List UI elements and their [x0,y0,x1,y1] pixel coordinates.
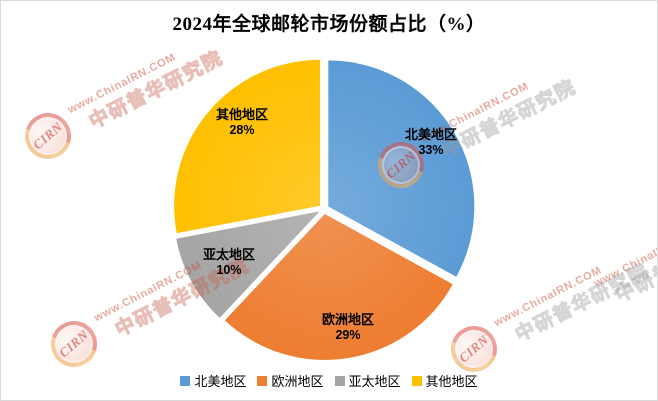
legend-label: 其他地区 [425,374,478,389]
pie-label-value: 29% [335,328,361,343]
pie-slice-3[interactable] [174,59,321,234]
legend-swatch-icon [411,375,422,386]
pie-label-others: 其他地区 28% [216,107,268,139]
pie-label-value: 28% [229,123,255,138]
legend-label: 北美地区 [194,374,247,389]
legend-label: 亚太地区 [348,374,401,389]
pie-label-europe: 欧洲地区 29% [322,312,374,344]
pie-slice-0[interactable] [328,60,475,277]
pie-label-north-america: 北美地区 33% [405,127,457,159]
legend-swatch-icon [257,375,268,386]
legend-label: 欧洲地区 [271,374,324,389]
pie-label-value: 33% [418,143,444,158]
legend-item-others[interactable]: 其他地区 [411,371,478,390]
legend-item-europe[interactable]: 欧洲地区 [257,371,324,390]
pie-label-name: 北美地区 [404,127,458,143]
pie-label-asia-pacific: 亚太地区 10% [203,247,255,279]
legend-swatch-icon [334,375,345,386]
pie-label-value: 10% [216,263,242,278]
pie-slice-1[interactable] [224,213,453,360]
legend-swatch-icon [180,375,191,386]
legend-item-asia-pacific[interactable]: 亚太地区 [334,371,401,390]
pie-slice-2[interactable] [176,211,320,318]
pie-label-name: 欧洲地区 [321,312,375,328]
legend: 北美地区 欧洲地区 亚太地区 其他地区 [1,371,657,390]
pie-label-name: 其他地区 [215,107,269,123]
pie-label-name: 亚太地区 [202,247,256,263]
chart-title: 2024年全球邮轮市场份额占比（%） [172,14,486,35]
legend-item-north-america[interactable]: 北美地区 [180,371,246,390]
